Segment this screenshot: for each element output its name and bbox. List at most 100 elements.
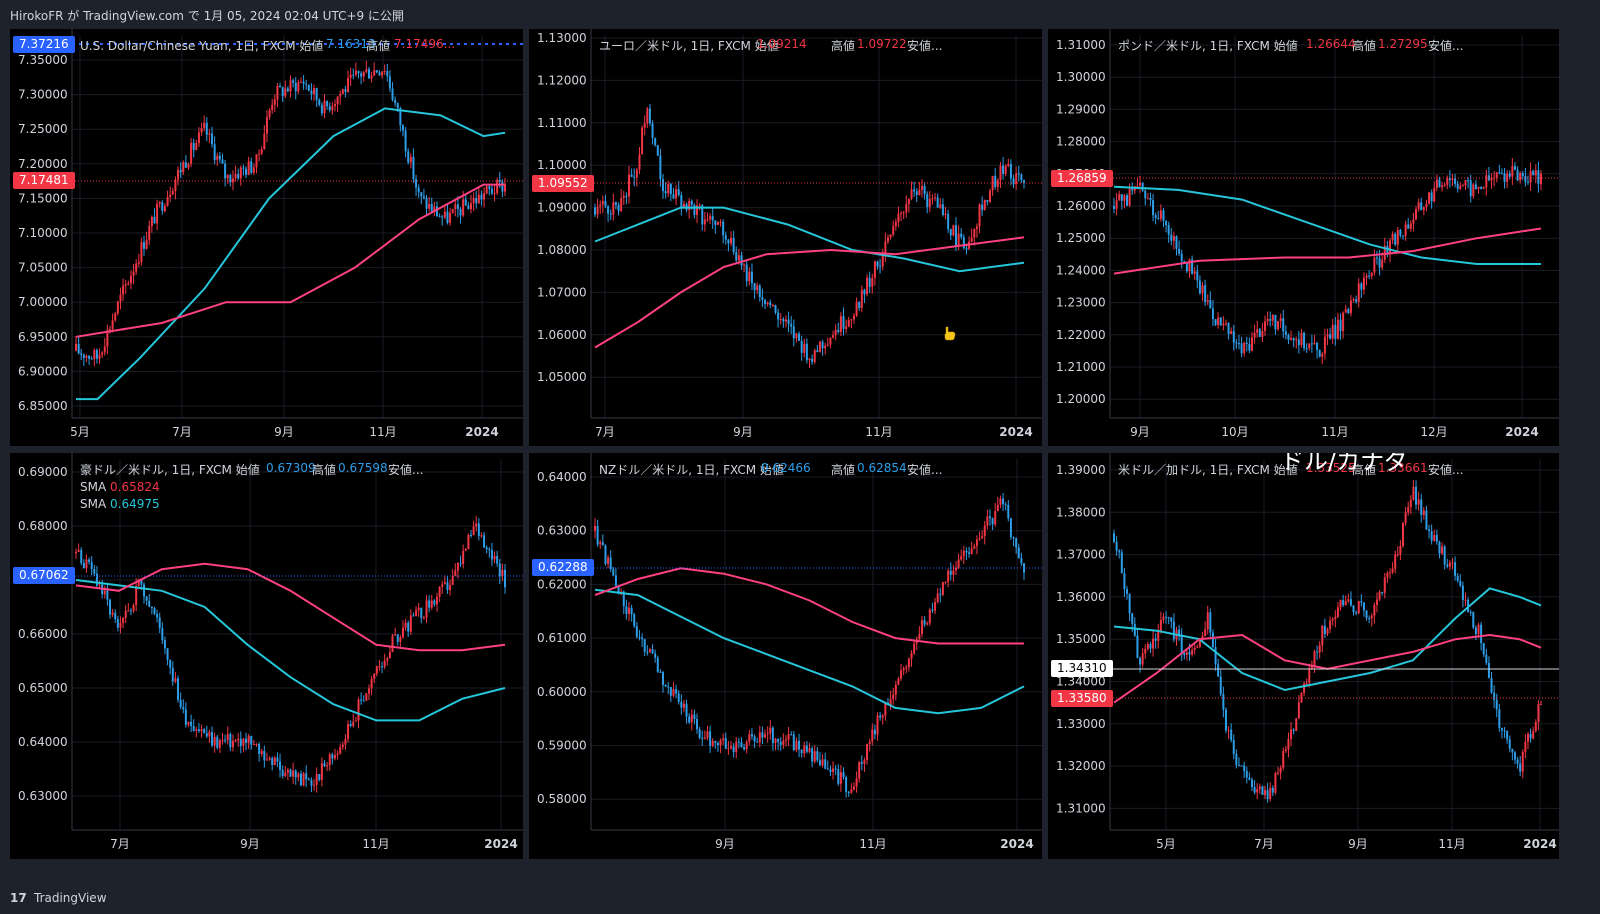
candle bbox=[1365, 273, 1368, 286]
chart-canvas[interactable]: 1.310001.300001.290001.280001.270001.260… bbox=[1048, 29, 1559, 446]
candle bbox=[1511, 748, 1514, 761]
brand-name[interactable]: TradingView bbox=[34, 891, 107, 905]
candle bbox=[732, 743, 735, 758]
candle bbox=[148, 593, 151, 608]
candle bbox=[1295, 718, 1298, 732]
candle bbox=[1407, 218, 1410, 230]
candle bbox=[764, 729, 767, 739]
candle bbox=[218, 151, 221, 163]
candle bbox=[1409, 495, 1412, 515]
candle bbox=[1412, 212, 1415, 232]
candle bbox=[1264, 315, 1267, 336]
candle bbox=[299, 770, 302, 787]
candle bbox=[1318, 641, 1321, 659]
candle bbox=[860, 755, 863, 771]
candle bbox=[1209, 291, 1212, 309]
candle bbox=[1459, 574, 1462, 588]
candle bbox=[758, 725, 761, 748]
candle bbox=[625, 192, 628, 205]
candle bbox=[1193, 266, 1196, 280]
candle bbox=[428, 196, 431, 212]
candle bbox=[1146, 193, 1149, 200]
candle bbox=[1373, 602, 1376, 624]
candle bbox=[703, 730, 706, 740]
candle bbox=[847, 790, 850, 797]
candle bbox=[886, 234, 889, 244]
publish-info-text: HirokoFR が TradingView.com で 1月 05, 2024… bbox=[10, 9, 404, 23]
candle bbox=[127, 280, 130, 286]
candle bbox=[122, 617, 125, 629]
chart-canvas[interactable]: 1.13000 1.12000 1.11000 1.10000 1.09000 1.080… bbox=[529, 29, 1042, 446]
chart-panel-usdcad[interactable]: 1.39000 1.38000 1.37000 1.36000 1.35000 1.340… bbox=[1048, 453, 1559, 859]
candle bbox=[1443, 182, 1446, 188]
candle bbox=[135, 259, 138, 276]
candle bbox=[675, 184, 678, 206]
candle bbox=[709, 213, 712, 224]
candle bbox=[234, 738, 237, 743]
candle bbox=[811, 354, 814, 365]
candle bbox=[441, 214, 444, 226]
candle bbox=[954, 561, 957, 576]
candle bbox=[263, 125, 266, 150]
candle bbox=[273, 94, 276, 112]
candle bbox=[221, 153, 224, 164]
chart-canvas[interactable]: 1.39000 1.38000 1.37000 1.36000 1.35000 1.340… bbox=[1048, 453, 1559, 859]
candle bbox=[1526, 175, 1529, 185]
y-tick-label: 1.09000 bbox=[537, 201, 587, 215]
chart-panel-usdcny[interactable]: 7.35000 7.30000 7.25000 7.20000 7.15000 7.100… bbox=[10, 29, 523, 446]
candle bbox=[1235, 749, 1238, 769]
candle bbox=[1253, 324, 1256, 344]
candle bbox=[1162, 612, 1165, 624]
candle bbox=[756, 737, 759, 743]
candle bbox=[986, 199, 989, 206]
candle bbox=[401, 620, 404, 639]
candle bbox=[1128, 593, 1131, 622]
candle bbox=[381, 661, 384, 674]
x-tick-label: 9月 bbox=[274, 425, 294, 439]
candle bbox=[866, 743, 869, 765]
candle bbox=[80, 547, 83, 566]
chart-canvas[interactable]: 0.64000 0.63000 0.62000 0.61000 0.60000 0.590… bbox=[529, 453, 1042, 859]
candle bbox=[483, 187, 486, 208]
chart-panel-nzdusd[interactable]: 0.64000 0.63000 0.62000 0.61000 0.60000 0.590… bbox=[529, 453, 1042, 859]
candle bbox=[1316, 645, 1319, 660]
candle bbox=[913, 641, 916, 656]
candle bbox=[1422, 506, 1425, 520]
candle bbox=[782, 733, 785, 749]
candle bbox=[1178, 240, 1181, 256]
candle bbox=[1318, 349, 1321, 358]
candle bbox=[190, 714, 193, 733]
candle bbox=[722, 219, 725, 244]
candle bbox=[1277, 766, 1280, 776]
candle bbox=[504, 564, 506, 594]
candle bbox=[331, 752, 334, 765]
candle bbox=[881, 713, 884, 725]
current-price-chip: 0.67062 bbox=[13, 567, 75, 584]
candle bbox=[1540, 170, 1542, 191]
candle bbox=[247, 733, 250, 749]
candle bbox=[150, 215, 153, 233]
candle bbox=[648, 647, 651, 654]
candle bbox=[1248, 337, 1251, 353]
y-tick-label: 1.31000 bbox=[1056, 801, 1106, 815]
candle bbox=[1269, 782, 1272, 802]
candle bbox=[941, 198, 944, 217]
candle bbox=[604, 194, 607, 209]
candle bbox=[988, 188, 991, 203]
chart-panel-gbpusd[interactable]: 1.310001.300001.290001.280001.270001.260… bbox=[1048, 29, 1559, 446]
candle bbox=[1230, 327, 1233, 335]
candle bbox=[1498, 164, 1501, 175]
candle bbox=[143, 235, 146, 257]
candle bbox=[239, 165, 242, 186]
candle bbox=[203, 727, 206, 734]
hline-price-chip: 1.34310 bbox=[1051, 660, 1113, 677]
candle bbox=[1170, 617, 1173, 629]
candle bbox=[748, 729, 751, 746]
candle bbox=[620, 189, 623, 213]
candle bbox=[501, 563, 504, 582]
chart-canvas[interactable]: 0.690000.680000.670000.660000.650000.640… bbox=[10, 453, 523, 859]
chart-canvas[interactable]: 7.35000 7.30000 7.25000 7.20000 7.15000 7.100… bbox=[10, 29, 523, 446]
chart-panel-audusd[interactable]: 0.690000.680000.670000.660000.650000.640… bbox=[10, 453, 523, 859]
chart-panel-eurusd[interactable]: 1.13000 1.12000 1.11000 1.10000 1.09000 1.080… bbox=[529, 29, 1042, 446]
candle bbox=[784, 735, 787, 747]
